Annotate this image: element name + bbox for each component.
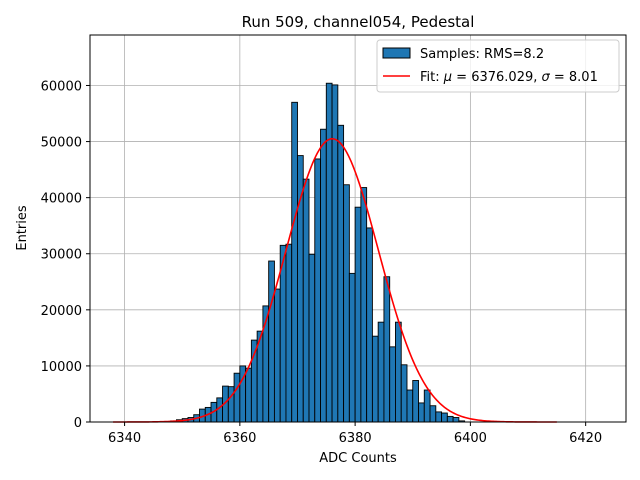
x-tick-label: 6380 bbox=[339, 431, 372, 446]
histogram-bar bbox=[452, 417, 460, 423]
x-tick-label: 6420 bbox=[569, 431, 602, 446]
histogram-bar bbox=[279, 244, 287, 423]
histogram-bar bbox=[337, 124, 345, 423]
x-tick-label: 6340 bbox=[108, 431, 141, 446]
axis-ticks: 6340 6360 6380 6400 6420 0 10000 20000 30000 4000… bbox=[41, 79, 603, 446]
histogram-bar bbox=[446, 415, 454, 423]
legend: Samples: RMS=8.2 Fit: μ = 6376.029, σ = … bbox=[376, 39, 620, 93]
y-tick-label: 40000 bbox=[41, 192, 82, 207]
histogram-bar bbox=[406, 389, 414, 423]
histogram-bar bbox=[441, 412, 448, 423]
y-tick-label: 60000 bbox=[41, 79, 82, 94]
histogram-bar bbox=[371, 335, 379, 423]
histogram-bar bbox=[395, 321, 402, 423]
histogram-bar bbox=[377, 321, 385, 423]
histogram-bars bbox=[170, 82, 466, 423]
histogram-bar bbox=[297, 155, 304, 423]
legend-box bbox=[376, 39, 620, 93]
histogram-bar bbox=[331, 84, 339, 423]
fit-curve bbox=[113, 137, 557, 423]
histogram-bar bbox=[314, 158, 321, 423]
x-tick-label: 6360 bbox=[223, 431, 256, 446]
histogram-bar bbox=[308, 253, 316, 423]
histogram-bar bbox=[273, 288, 281, 423]
legend-samples-swatch bbox=[382, 47, 411, 59]
histogram-bar bbox=[302, 178, 310, 423]
histogram-bar bbox=[418, 402, 425, 423]
histogram-bar bbox=[389, 346, 396, 423]
x-tick-label: 6400 bbox=[454, 431, 487, 446]
histogram-bar bbox=[216, 397, 224, 423]
histogram-bar bbox=[233, 372, 241, 423]
legend-fit-sigma-value: = 8.01 bbox=[550, 70, 598, 85]
legend-fit-mu-value: = 6376.029, bbox=[452, 70, 541, 85]
y-tick-label: 10000 bbox=[41, 360, 82, 375]
histogram-bar bbox=[245, 367, 252, 423]
legend-fit-prefix: Fit: bbox=[420, 70, 444, 85]
legend-fit-mu-symbol: μ bbox=[443, 70, 452, 85]
histogram-bar bbox=[291, 101, 298, 423]
legend-samples-label: Samples: RMS=8.2 bbox=[420, 47, 544, 62]
legend-fit-sigma-symbol: σ bbox=[542, 70, 551, 85]
y-tick-label: 0 bbox=[74, 416, 82, 431]
histogram-bar bbox=[400, 364, 408, 423]
histogram-bar bbox=[354, 206, 362, 423]
histogram-bar bbox=[348, 272, 356, 423]
histogram-bar bbox=[268, 260, 275, 423]
histogram-bar bbox=[435, 411, 443, 423]
histogram-bar bbox=[325, 82, 333, 423]
plot-frame bbox=[89, 34, 627, 423]
chart-title: Run 509, channel054, Pedestal bbox=[242, 13, 475, 31]
histogram-bar bbox=[412, 380, 419, 423]
y-tick-label: 50000 bbox=[41, 136, 82, 151]
legend-fit-label: Fit: μ = 6376.029, σ = 8.01 bbox=[420, 70, 598, 85]
y-axis-label: Entries bbox=[15, 205, 30, 251]
fit-curve-group bbox=[113, 137, 557, 423]
histogram-bar bbox=[423, 389, 431, 423]
histogram-bar bbox=[429, 405, 437, 423]
y-tick-label: 30000 bbox=[41, 248, 82, 263]
histogram-bar bbox=[285, 243, 293, 423]
x-axis-label: ADC Counts bbox=[319, 451, 397, 466]
histogram-bar bbox=[366, 227, 373, 423]
histogram-bar bbox=[343, 184, 350, 423]
histogram-bar bbox=[227, 386, 235, 423]
histogram-bar bbox=[383, 276, 391, 423]
histogram-bar bbox=[360, 187, 368, 423]
y-tick-label: 20000 bbox=[41, 304, 82, 319]
histogram-bar bbox=[320, 128, 327, 423]
